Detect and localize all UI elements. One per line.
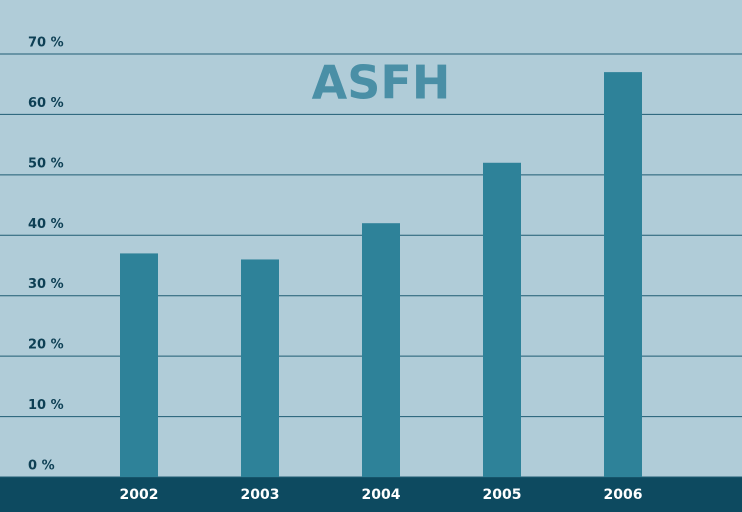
y-tick-label: 10 % [28,398,64,413]
y-tick-label: 20 % [28,338,64,353]
x-tick-label: 2006 [604,487,643,503]
y-tick-label: 30 % [28,277,64,292]
bar [120,253,158,477]
bar [604,72,642,477]
x-tick-label: 2004 [362,487,401,503]
x-tick-label: 2005 [483,487,522,503]
bar [483,162,521,477]
y-tick-label: 60 % [28,96,64,111]
y-tick-label: 40 % [28,217,64,232]
y-tick-label: 0 % [28,459,55,474]
y-tick-label: 50 % [28,156,64,171]
category-band [0,477,742,512]
x-tick-label: 2002 [120,487,159,503]
x-tick-label: 2003 [241,487,280,503]
bar [241,259,279,477]
y-tick-label: 70 % [28,36,64,51]
bar [362,223,400,477]
chart-title: ASFH [312,56,451,110]
